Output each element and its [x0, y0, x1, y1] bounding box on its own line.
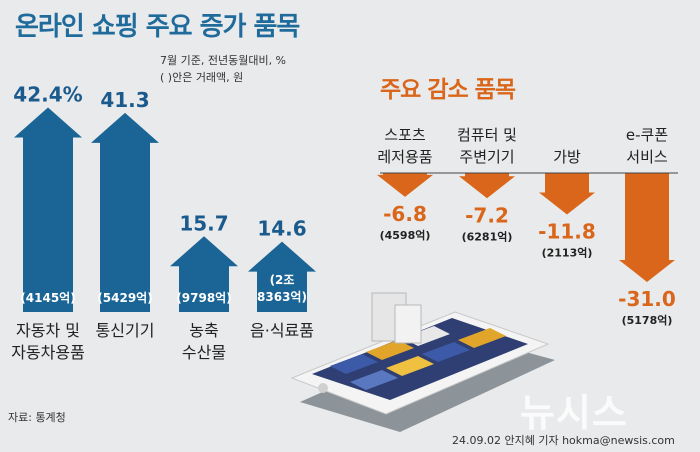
increase-amount-label: (4145억): [20, 291, 75, 305]
increase-category-label: 농축: [189, 321, 218, 340]
decrease-amount-label: (5178억): [622, 314, 673, 327]
decrease-category-label: 주변기기: [459, 148, 514, 166]
decrease-category-label: e-쿠폰: [626, 126, 668, 144]
shopping-bag-icon: [394, 304, 422, 344]
amount-note: ( )안은 거래액, 원: [160, 71, 244, 84]
increase-amount-label: (2조: [270, 273, 295, 287]
home-button-icon: [318, 383, 328, 393]
decrease-bar-arrow: [377, 173, 433, 197]
decrease-amount-label: (6281억): [462, 230, 513, 243]
increase-category-label: 수산물: [182, 343, 226, 362]
increase-category-label: 음·식료품: [250, 321, 314, 340]
byline: 24.09.02 안지혜 기자 hokma@newsis.com: [452, 434, 675, 447]
app-tile: [386, 356, 434, 376]
app-tile: [330, 354, 378, 374]
increase-bar-arrow: [170, 236, 238, 312]
unit-note: 7월 기준, 전년동월대비, %: [160, 54, 287, 67]
page-title: 온라인 쇼핑 주요 증가 품목: [15, 12, 300, 42]
increase-value-label: 14.6: [257, 217, 306, 241]
decrease-value-label: -11.8: [538, 219, 596, 243]
decrease-value-label: -7.2: [465, 203, 509, 227]
decrease-amount-label: (4598억): [380, 229, 431, 242]
decrease-bar-arrow: [619, 173, 675, 282]
decrease-value-label: -6.8: [383, 202, 427, 226]
increase-value-label: 42.4%: [13, 83, 82, 107]
decrease-category-label: 레저용품: [377, 148, 432, 166]
smartphone-illustration: [290, 292, 555, 432]
increase-value-label: 41.3: [100, 88, 149, 112]
decrease-value-label: -31.0: [618, 287, 676, 311]
decrease-bar-arrow: [539, 173, 595, 215]
increase-bar-arrow: [14, 107, 82, 312]
decrease-amount-label: (2113억): [542, 246, 593, 259]
decrease-bar-arrow: [459, 173, 515, 199]
increase-bar-arrow: [248, 241, 316, 312]
increase-category-label: 자동차용품: [11, 343, 85, 362]
decrease-category-label: 가방: [553, 148, 581, 166]
app-tile: [422, 342, 470, 362]
increase-amount-label: 8363억): [257, 290, 307, 304]
app-tile: [458, 328, 506, 348]
decrease-category-label: 서비스: [626, 148, 668, 166]
increase-category-label: 통신기기: [96, 321, 155, 340]
increase-bar-arrow: [91, 112, 159, 312]
increase-amount-label: (9798억): [176, 291, 231, 305]
increase-category-label: 자동차 및: [16, 321, 80, 340]
decrease-category-label: 스포츠: [384, 126, 426, 144]
increase-amount-label: (5429억): [97, 291, 152, 305]
app-tile: [350, 370, 398, 390]
app-tile: [366, 340, 414, 360]
watermark-logo: 뉴시스: [520, 391, 628, 435]
decrease-category-label: 컴퓨터 및: [457, 126, 517, 144]
source-note: 자료: 통계청: [8, 411, 66, 424]
decrease-section-title: 주요 감소 품목: [380, 77, 516, 103]
increase-value-label: 15.7: [179, 211, 228, 235]
